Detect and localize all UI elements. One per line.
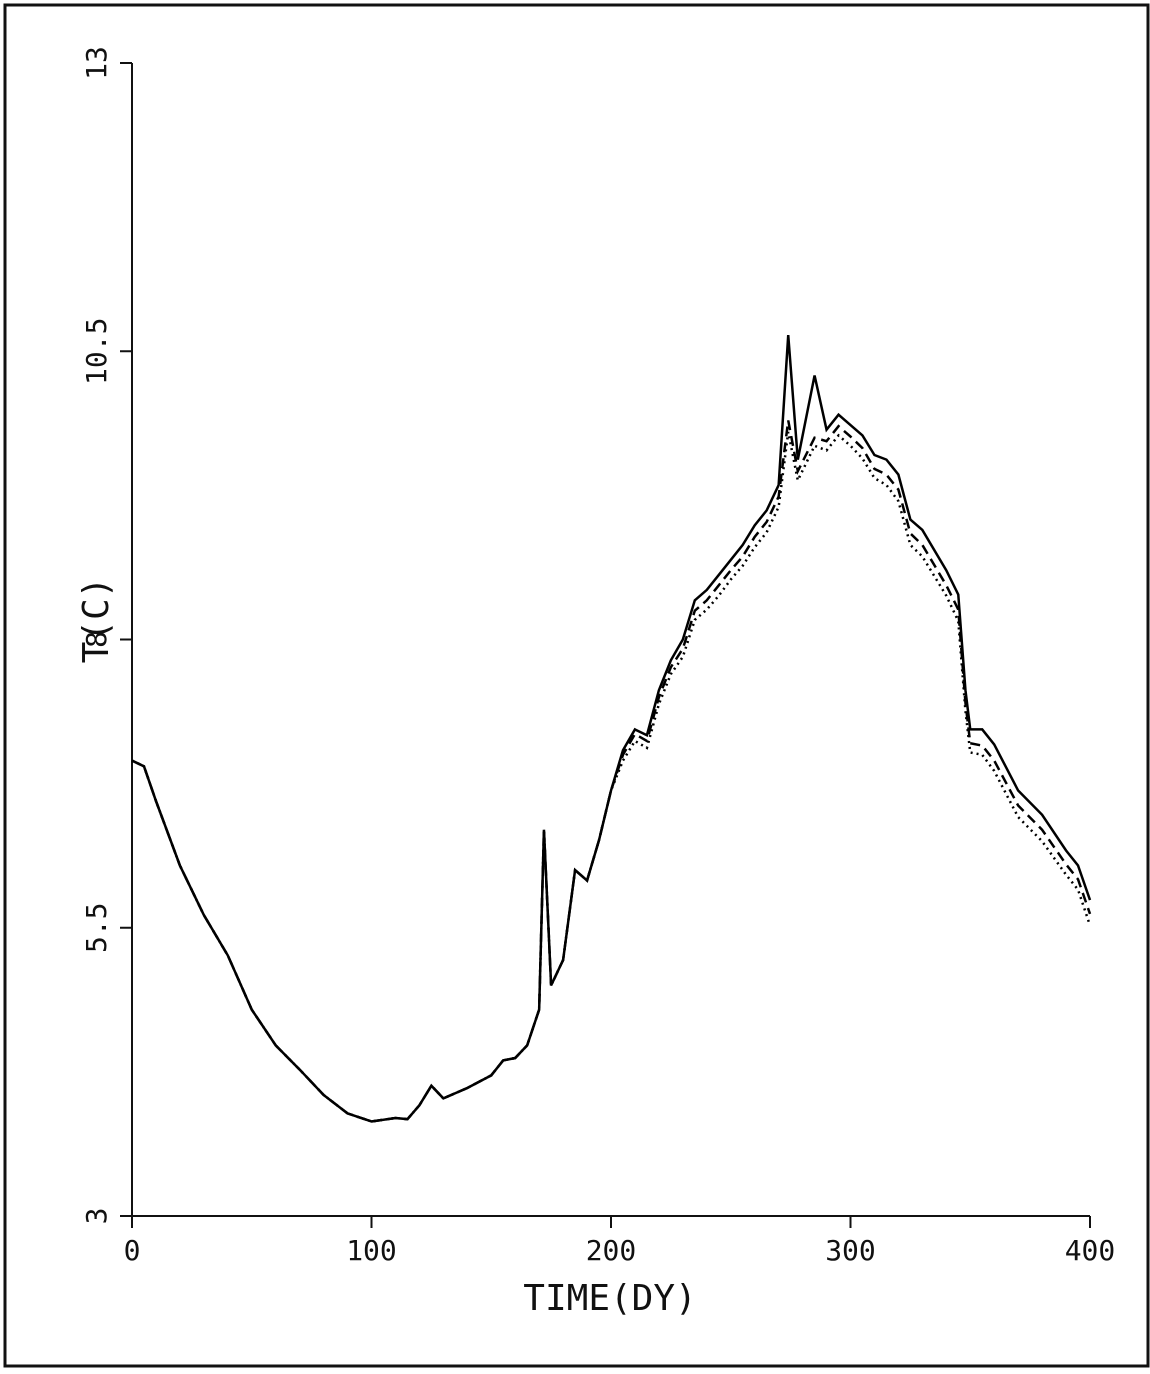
x-tick-label: 200 <box>586 1234 637 1267</box>
series-line <box>131 431 1092 1123</box>
series-line <box>131 420 1092 1123</box>
series-line <box>131 335 1092 1123</box>
x-tick-label: 100 <box>346 1234 397 1267</box>
frame <box>3 3 1150 1368</box>
y-tick-label: 10.5 <box>80 318 113 385</box>
y-tick-label: 3 <box>80 1208 113 1225</box>
x-axis-label: TIME(DY) <box>523 1278 696 1319</box>
y-tick-label: 8 <box>80 631 113 648</box>
x-tick-label: 0 <box>124 1234 141 1267</box>
y-tick-label: 5.5 <box>80 902 113 953</box>
y-tick-label: 13 <box>80 46 113 80</box>
x-tick-label: 400 <box>1065 1234 1116 1267</box>
x-tick-label: 300 <box>825 1234 876 1267</box>
y-axis-label: T(C) <box>76 577 117 664</box>
